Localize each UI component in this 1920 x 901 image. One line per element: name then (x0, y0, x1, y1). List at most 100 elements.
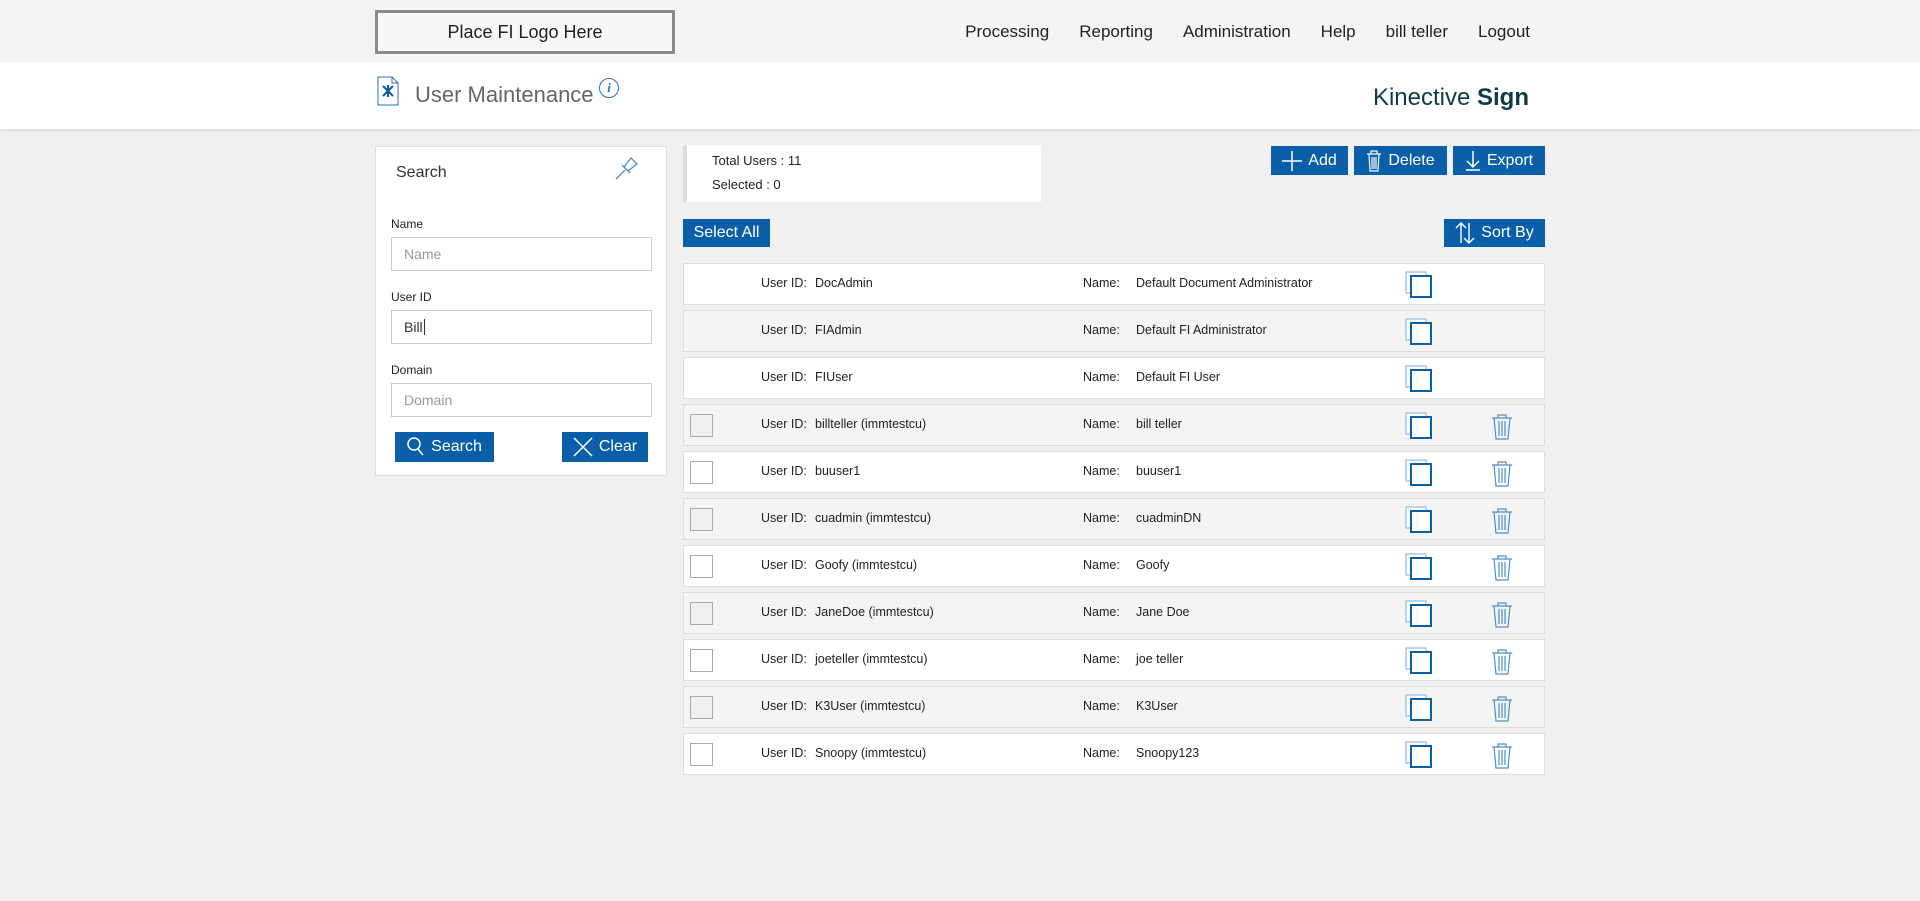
nav-help[interactable]: Help (1320, 22, 1356, 41)
trash-icon[interactable] (1490, 413, 1514, 441)
clear-button[interactable]: Clear (562, 432, 648, 462)
user-row[interactable]: User ID: joeteller (immtestcu) Name: joe… (683, 639, 1545, 681)
trash-icon[interactable] (1490, 648, 1514, 676)
search-panel: Search Name Name User ID Bill Domain Dom… (375, 146, 667, 476)
user-id-label: User ID: (761, 464, 807, 478)
copy-icon[interactable] (1405, 459, 1433, 487)
brand-bold: Sign (1477, 84, 1529, 111)
nav-logout[interactable]: Logout (1478, 22, 1530, 41)
user-id-value: DocAdmin (815, 276, 873, 290)
top-bar: Place FI Logo Here Processing Reporting … (0, 0, 1920, 62)
copy-icon[interactable] (1405, 412, 1433, 440)
copy-icon[interactable] (1405, 318, 1433, 346)
user-id-value: cuadmin (immtestcu) (815, 511, 931, 525)
name-label: Name: (1083, 417, 1120, 431)
user-row[interactable]: User ID: Goofy (immtestcu) Name: Goofy (683, 545, 1545, 587)
row-checkbox[interactable] (690, 696, 713, 719)
user-id-label: User ID: (761, 370, 807, 384)
pin-icon[interactable] (614, 153, 642, 181)
brand-light: Kinective (1372, 84, 1477, 111)
nav-user[interactable]: bill teller (1385, 22, 1448, 41)
nav-reporting[interactable]: Reporting (1079, 22, 1153, 41)
trash-icon[interactable] (1490, 460, 1514, 488)
row-checkbox[interactable] (690, 414, 713, 437)
user-id-label: User ID: (761, 417, 807, 431)
name-label: Name: (1083, 699, 1120, 713)
trash-icon[interactable] (1490, 601, 1514, 629)
name-label: Name: (1083, 276, 1120, 290)
user-row[interactable]: User ID: K3User (immtestcu) Name: K3User (683, 686, 1545, 728)
nav-processing[interactable]: Processing (965, 22, 1050, 41)
name-value: Goofy (1136, 558, 1170, 572)
trash-icon[interactable] (1490, 507, 1514, 535)
download-icon (1465, 150, 1480, 171)
user-maintenance-icon (377, 76, 399, 106)
add-label: Add (1308, 151, 1337, 169)
delete-button[interactable]: Delete (1354, 146, 1447, 175)
search-button-label: Search (431, 438, 482, 455)
user-row[interactable]: User ID: FIAdmin Name: Default FI Admini… (683, 310, 1545, 352)
copy-icon[interactable] (1405, 506, 1433, 534)
userid-input[interactable]: Bill (391, 310, 652, 344)
copy-icon[interactable] (1405, 271, 1433, 299)
user-id-label: User ID: (761, 323, 807, 337)
sort-by-button[interactable]: Sort By (1444, 219, 1545, 247)
copy-icon[interactable] (1405, 600, 1433, 628)
user-id-label: User ID: (761, 558, 807, 572)
export-button[interactable]: Export (1453, 146, 1545, 175)
name-label: Name: (1083, 464, 1120, 478)
name-label: Name: (1083, 558, 1120, 572)
name-input[interactable]: Name (391, 237, 652, 271)
user-id-value: buuser1 (815, 464, 861, 478)
copy-icon[interactable] (1405, 365, 1433, 393)
user-row[interactable]: User ID: FIUser Name: Default FI User (683, 357, 1545, 399)
add-button[interactable]: Add (1271, 146, 1348, 175)
info-icon[interactable]: i (599, 78, 619, 98)
select-all-button[interactable]: Select All (683, 219, 770, 247)
row-checkbox[interactable] (690, 508, 713, 531)
page-title: User Maintenance (415, 82, 594, 107)
search-title: Search (396, 164, 447, 181)
userid-value: Bill (404, 319, 423, 335)
delete-label: Delete (1388, 151, 1435, 169)
name-label: Name: (1083, 511, 1120, 525)
trash-icon[interactable] (1490, 554, 1514, 582)
row-checkbox[interactable] (690, 602, 713, 625)
user-id-label: User ID: (761, 511, 807, 525)
user-row[interactable]: User ID: JaneDoe (immtestcu) Name: Jane … (683, 592, 1545, 634)
name-label: Name: (1083, 370, 1120, 384)
name-value: cuadminDN (1136, 511, 1202, 525)
user-row[interactable]: User ID: buuser1 Name: buuser1 (683, 451, 1545, 493)
user-row[interactable]: User ID: cuadmin (immtestcu) Name: cuadm… (683, 498, 1545, 540)
trash-icon (1367, 149, 1382, 172)
copy-icon[interactable] (1405, 553, 1433, 581)
row-checkbox[interactable] (690, 649, 713, 672)
user-id-value: FIUser (815, 370, 853, 384)
copy-icon[interactable] (1405, 741, 1433, 769)
row-checkbox[interactable] (690, 743, 713, 766)
name-value: Default Document Administrator (1136, 276, 1313, 290)
trash-icon[interactable] (1490, 695, 1514, 723)
name-value: bill teller (1136, 417, 1182, 431)
user-id-label: User ID: (761, 699, 807, 713)
domain-input[interactable]: Domain (391, 383, 652, 417)
name-label: Name: (1083, 652, 1120, 666)
user-row[interactable]: User ID: DocAdmin Name: Default Document… (683, 263, 1545, 305)
user-id-value: Goofy (immtestcu) (815, 558, 918, 572)
fi-logo-placeholder: Place FI Logo Here (375, 10, 675, 54)
row-checkbox[interactable] (690, 461, 713, 484)
name-label: Name: (1083, 746, 1120, 760)
trash-icon[interactable] (1490, 742, 1514, 770)
user-id-value: joeteller (immtestcu) (815, 652, 928, 666)
sort-icon (1455, 222, 1475, 244)
name-value: Snoopy123 (1136, 746, 1200, 760)
user-row[interactable]: User ID: Snoopy (immtestcu) Name: Snoopy… (683, 733, 1545, 775)
user-id-value: JaneDoe (immtestcu) (815, 605, 934, 619)
copy-icon[interactable] (1405, 647, 1433, 675)
clear-button-label: Clear (598, 438, 638, 455)
search-button[interactable]: Search (395, 432, 494, 462)
user-row[interactable]: User ID: billteller (immtestcu) Name: bi… (683, 404, 1545, 446)
copy-icon[interactable] (1405, 694, 1433, 722)
nav-administration[interactable]: Administration (1182, 22, 1291, 41)
row-checkbox[interactable] (690, 555, 713, 578)
